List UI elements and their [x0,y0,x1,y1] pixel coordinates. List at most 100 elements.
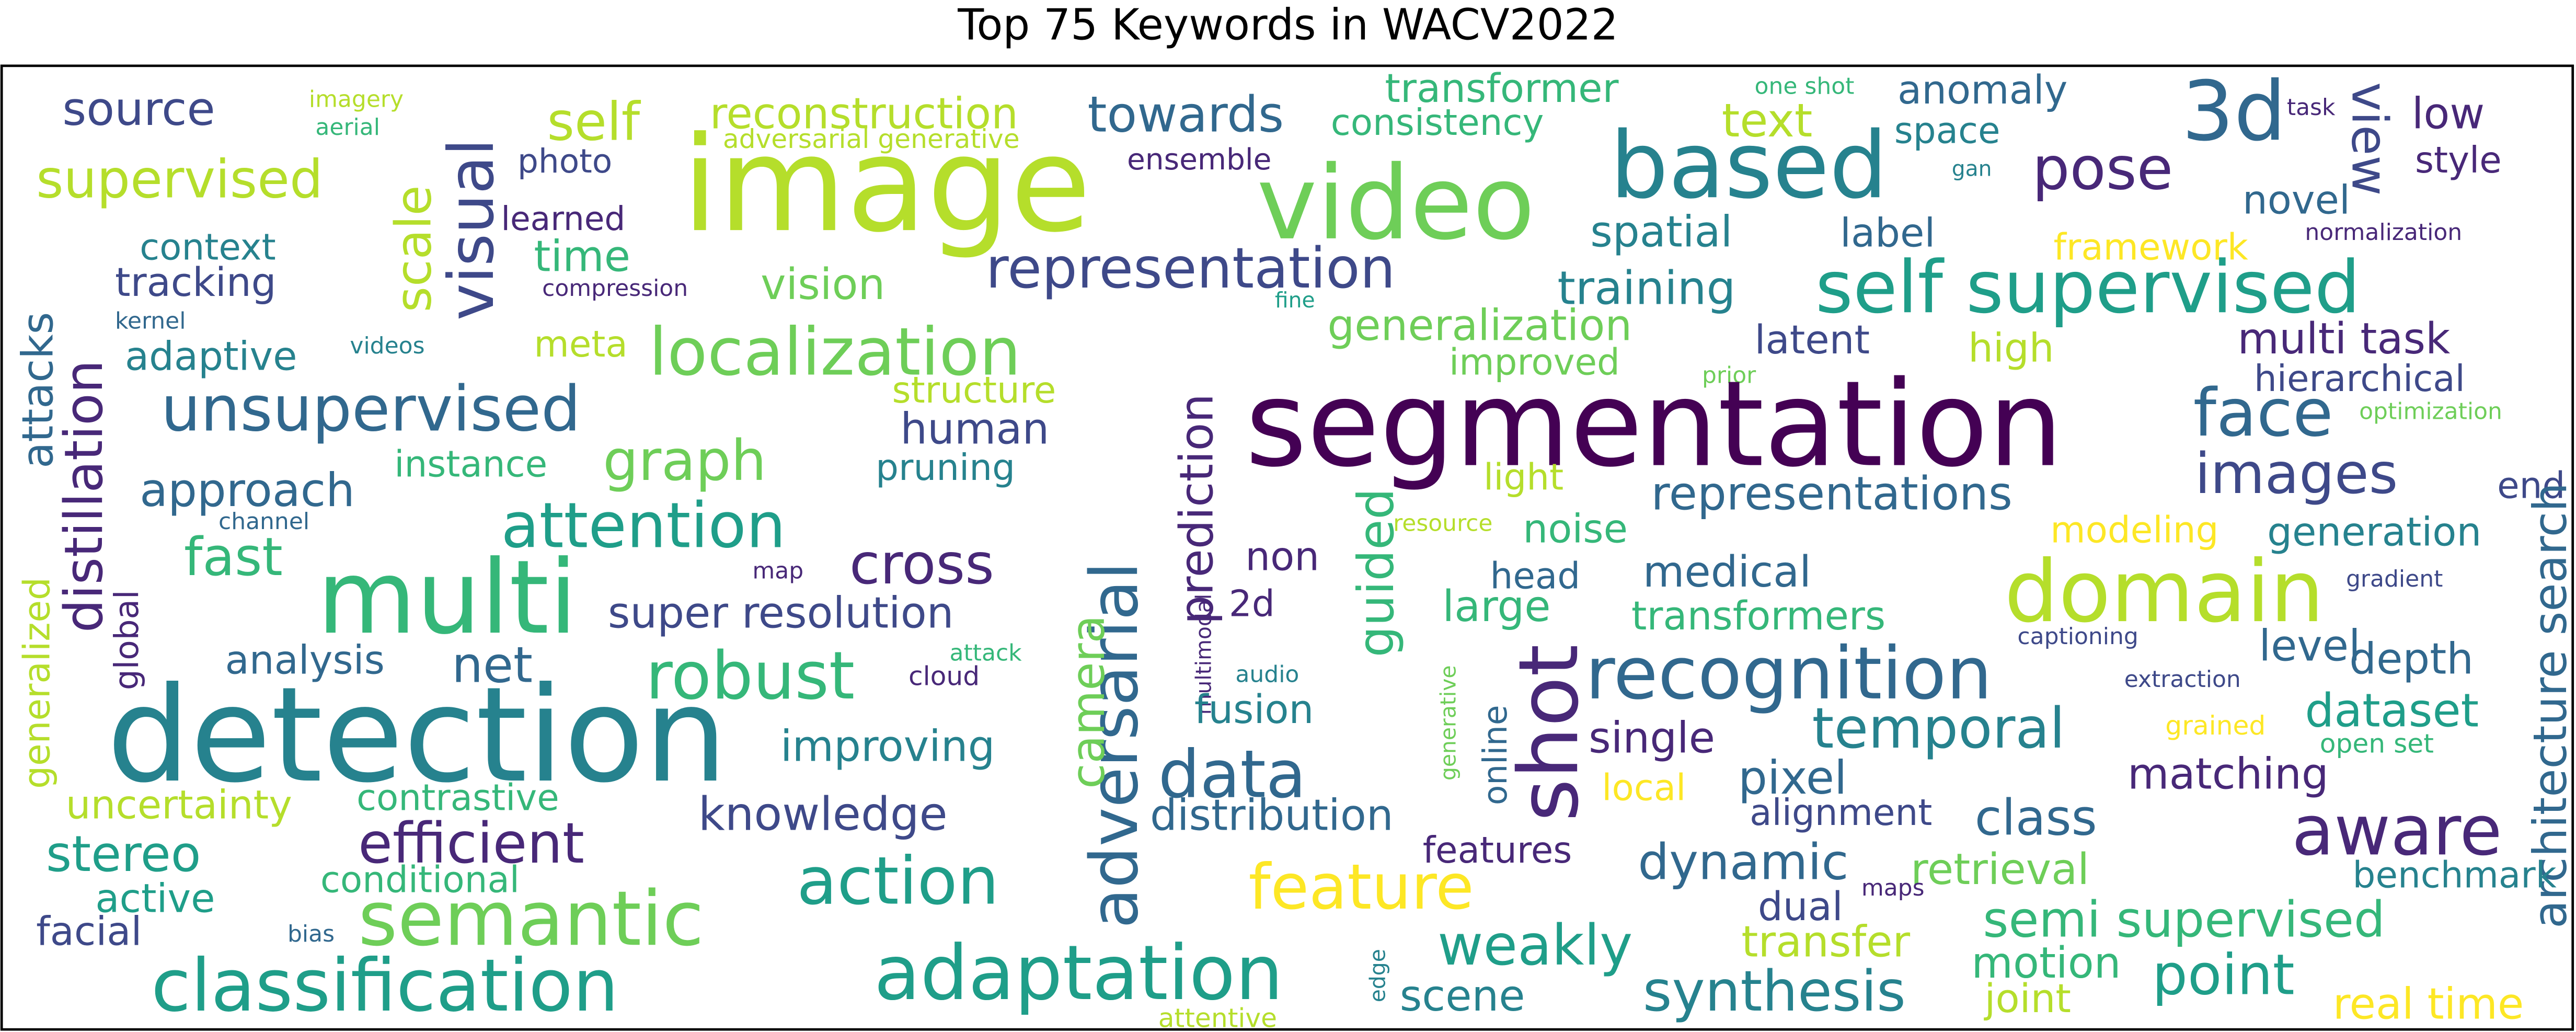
keyword: maps [1861,875,1925,901]
keyword: camera [1061,615,1115,788]
chart-title: Top 75 Keywords in WACV2022 [957,1,1618,50]
keyword: towards [1088,86,1284,144]
keyword: adaptation [874,930,1283,1017]
keyword: aerial [315,114,380,141]
keyword: non [1245,534,1319,580]
keyword: contrastive [356,777,559,819]
keyword: normalization [2305,219,2462,246]
keyword: fine [1275,288,1315,313]
keyword: class [1975,789,2097,847]
keyword: matching [2128,750,2329,799]
keyword: vision [761,260,885,309]
keyword: generalized [16,577,58,789]
keyword: graph [603,429,766,494]
keyword: distillation [53,360,114,633]
keyword: active [95,875,215,921]
keyword: learned [501,200,626,238]
keyword: depth [2349,635,2474,684]
keyword: edge [1365,949,1390,1002]
keyword: pixel [1738,751,1847,805]
keyword: global [108,590,146,690]
keyword: ensemble [1127,142,1271,177]
keyword: fast [184,526,283,588]
keyword: adaptive [125,333,297,379]
keyword: cross [849,532,994,597]
keyword: anomaly [1898,67,2067,113]
keyword: noise [1523,506,1628,552]
keyword: resource [1393,510,1492,536]
keyword: reconstruction [710,89,1018,139]
keyword: recognition [1585,632,1992,716]
keyword: representation [986,236,1396,301]
keyword: attention [501,490,786,563]
keyword: transformers [1631,593,1885,639]
keyword: features [1423,830,1572,872]
keyword: super resolution [608,589,954,638]
keyword: based [1610,112,1888,219]
keyword: video [1257,144,1535,262]
keyword: self supervised [1815,245,2361,329]
keyword: structure [892,370,1056,411]
keyword: alignment [1750,792,1932,834]
keyword: framework [2054,227,2248,269]
keyword: time [534,232,630,282]
keyword: multimodal [1191,594,1216,715]
keyword: generative [1436,665,1461,781]
keyword: synthesis [1643,959,1906,1024]
keyword: analysis [225,637,385,683]
keyword: modeling [2050,509,2218,551]
keyword: one shot [1755,73,1855,99]
keyword: hierarchical [2254,358,2465,400]
keyword: light [1484,457,1563,499]
keyword: level [2259,622,2360,671]
keyword: prediction [1169,394,1223,625]
keyword: joint [1984,976,2071,1022]
keyword: improving [780,721,995,771]
keyword: gan [1952,156,1992,181]
keyword: extraction [2124,666,2241,693]
keyword: imagery [309,86,404,112]
keyword: novel [2242,177,2350,223]
keyword: aware [2292,790,2502,871]
keyword: latent [1755,317,1870,363]
keyword: dataset [2305,683,2479,737]
keyword: human [900,405,1049,454]
keyword: dynamic [1638,834,1848,891]
keyword: 3d [2182,64,2286,159]
keyword: 2d [1229,583,1275,625]
keyword: supervised [36,148,323,210]
keyword: multi [317,538,578,657]
keyword: image [682,109,1091,261]
keyword: instance [394,444,547,486]
keyword: grained [2165,710,2266,741]
keyword: end [2497,465,2565,507]
keyword: approach [140,463,355,517]
keyword: transformer [1385,65,1618,111]
keyword: local [1602,767,1686,809]
keyword: channel [218,508,309,535]
keyword: distribution [1150,790,1394,840]
keyword: low [2412,89,2485,139]
keyword: online [1476,705,1514,805]
keyword: meta [534,324,627,365]
keyword: spatial [1590,208,1732,257]
keyword: label [1840,210,1935,256]
keyword: benchmark [2353,854,2557,896]
keyword: knowledge [698,787,948,841]
keyword: transfer [1741,917,1910,967]
keyword: detection [107,659,727,812]
keyword: kernel [115,308,186,335]
keyword: task [2287,94,2336,121]
keyword: facial [36,908,142,954]
keyword: images [2195,442,2398,507]
keyword: semi supervised [1983,891,2385,949]
keyword: tracking [115,259,277,305]
keyword: open set [2320,728,2434,759]
keyword: generalization [1327,301,1632,351]
keyword: conditional [320,859,520,901]
keyword: bias [288,921,335,947]
keyword: attack [950,640,1022,667]
keyword: dual [1758,884,1843,930]
keyword: net [452,636,533,694]
